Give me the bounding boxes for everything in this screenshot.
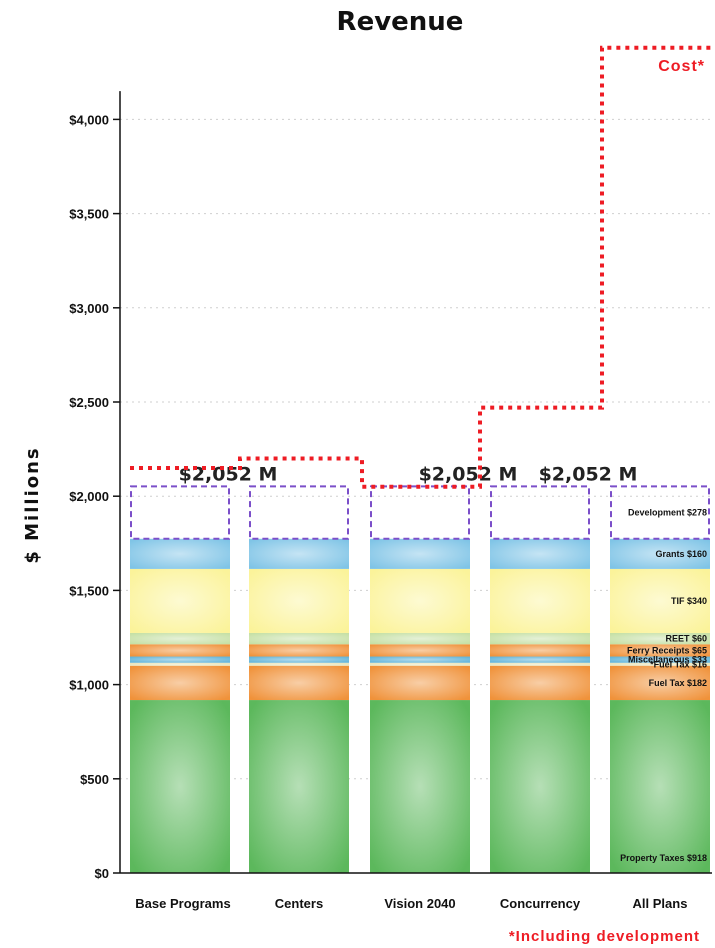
bar-segment-fuel-tax (249, 662, 349, 666)
bars (130, 485, 710, 873)
bar-segment-development (610, 485, 710, 540)
segment-label: Miscellaneous $33 (628, 655, 707, 665)
y-tick-label: $500 (80, 772, 109, 787)
total-label: $2,052 M (419, 463, 518, 485)
bar-segment-fuel-tax (610, 665, 710, 701)
x-tick-label: Base Programs (135, 896, 230, 911)
y-axis-ticks: $0 $500 $1,000 $1,500 $2,000 $2,500 $3,000 $3,5… (69, 112, 120, 881)
bar-segment-grants (490, 538, 590, 569)
bar-segment-fuel-tax (130, 665, 230, 701)
footnote: *Including development (509, 928, 700, 945)
bar-segment-tif (130, 568, 230, 633)
bar-segment-tif (490, 568, 590, 633)
segment-label: REET $60 (665, 634, 707, 644)
segment-labels: Property Taxes $918 Fuel Tax $182 *Fuel Ta… (620, 508, 707, 863)
bar-segment-fuel-tax (490, 662, 590, 666)
bar-segment-reet (249, 632, 349, 645)
segment-label: Property Taxes $918 (620, 853, 707, 863)
bar-segment-ferry-receipts (370, 644, 470, 657)
x-tick-label: Centers (275, 896, 323, 911)
y-tick-label: $4,000 (69, 112, 109, 127)
bar-segment-property-taxes (610, 700, 710, 873)
bar-segment-tif (370, 568, 470, 633)
chart-title: Revenue (337, 7, 464, 37)
cost-line: Cost* (130, 45, 712, 489)
y-tick-label: $3,500 (69, 207, 109, 222)
bar-segment-property-taxes (249, 700, 349, 873)
category-labels: Base Programs Centers Vision 2040 Concurren… (135, 896, 687, 911)
bar-segment-property-taxes (490, 700, 590, 873)
bar-segment-fuel-tax (130, 662, 230, 666)
bar-segment-grants (610, 538, 710, 569)
y-tick-label: $1,500 (69, 583, 109, 598)
x-tick-label: Concurrency (500, 896, 581, 911)
bar-segment-development (490, 485, 590, 540)
bar-segment-ferry-receipts (610, 644, 710, 657)
total-label: $2,052 M (539, 463, 638, 485)
bar-segment-fuel-tax (249, 665, 349, 701)
bar-segment-reet (490, 632, 590, 645)
bar-segment-tif (610, 568, 710, 633)
bar-segment-ferry-receipts (130, 644, 230, 657)
bar-segment-property-taxes (130, 700, 230, 873)
bar-segment-fuel-tax (370, 665, 470, 701)
bar-segment-grants (370, 538, 470, 569)
bar-segment-property-taxes (370, 700, 470, 873)
bar-segment-miscellaneous (249, 656, 349, 663)
segment-label: *Fuel Tax $16 (650, 659, 707, 669)
bar-segment-fuel-tax (610, 662, 710, 666)
bar-segment-development (370, 485, 470, 540)
bar-segment-development (130, 485, 230, 540)
segment-label: Grants $160 (655, 549, 707, 559)
bar-segment-reet (370, 632, 470, 645)
total-labels: $2,052 M $2,052 M $2,052 M (179, 463, 638, 485)
x-tick-label: Vision 2040 (384, 896, 455, 911)
cost-step-line (130, 45, 712, 489)
bar-segment-grants (130, 538, 230, 569)
segment-label: TIF $340 (671, 596, 707, 606)
x-tick-label: All Plans (633, 896, 688, 911)
segment-label: Fuel Tax $182 (649, 678, 707, 688)
bar-segment-development (249, 485, 349, 540)
segment-label: Ferry Receipts $65 (627, 645, 707, 655)
bar-segment-fuel-tax (490, 665, 590, 701)
bar-segment-miscellaneous (490, 656, 590, 663)
bar-segment-miscellaneous (610, 656, 710, 663)
y-tick-label: $0 (95, 866, 109, 881)
bar-segment-reet (610, 632, 710, 645)
bar-segment-tif (249, 568, 349, 633)
cost-label: Cost* (658, 58, 705, 75)
segment-label: Development $278 (628, 508, 707, 518)
bar-segment-ferry-receipts (249, 644, 349, 657)
bar-segment-reet (130, 632, 230, 645)
y-tick-label: $1,000 (69, 678, 109, 693)
y-tick-label: $2,500 (69, 395, 109, 410)
bar-segment-grants (249, 538, 349, 569)
bar-segment-miscellaneous (130, 656, 230, 663)
y-tick-label: $3,000 (69, 301, 109, 316)
y-tick-label: $2,000 (69, 489, 109, 504)
bar-segment-fuel-tax (370, 662, 470, 666)
bar-segment-miscellaneous (370, 656, 470, 663)
y-axis-label: $ Millions (22, 446, 43, 563)
bar-segment-ferry-receipts (490, 644, 590, 657)
